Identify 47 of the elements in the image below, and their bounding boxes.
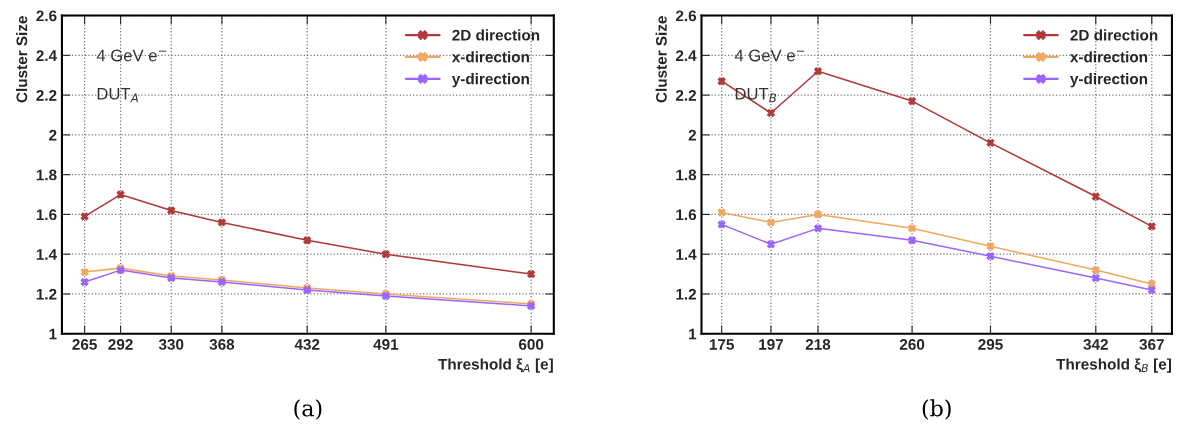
text: (a) bbox=[294, 399, 322, 420]
x-tick-label: 368 bbox=[209, 339, 235, 350]
x-tick-label: 292 bbox=[108, 339, 133, 350]
y-tick-label: 1.8 bbox=[676, 169, 697, 181]
y-tick-label: 2.2 bbox=[675, 89, 697, 101]
y-axis-title: Cluster Size bbox=[16, 16, 28, 103]
y-tick-label: 2.4 bbox=[675, 50, 697, 61]
y-tick-label: 2.6 bbox=[36, 10, 57, 22]
annotation: DUT$_{A}$ bbox=[97, 87, 138, 103]
x-tick-label: 342 bbox=[1083, 339, 1108, 350]
x-axis-title: Threshold ξ$_{B}$ [e] bbox=[1056, 358, 1171, 373]
y-tick-label: 2.6 bbox=[675, 10, 697, 22]
legend-label: 2D direction bbox=[1070, 29, 1158, 41]
x-tick-label: 295 bbox=[978, 339, 1003, 350]
y-tick-label: 1.4 bbox=[36, 249, 57, 260]
y-tick-label: 2 bbox=[688, 129, 697, 141]
text: (b) bbox=[922, 399, 951, 420]
x-tick-label: 197 bbox=[759, 339, 784, 350]
legend-label: 2D direction bbox=[452, 29, 540, 41]
y-tick-label: 2.4 bbox=[36, 50, 57, 61]
legend-label: x-direction bbox=[1070, 51, 1148, 63]
x-tick-label: 432 bbox=[294, 339, 320, 350]
y-tick-label: 1.8 bbox=[36, 169, 57, 181]
x-tick-label: 330 bbox=[158, 339, 184, 350]
x-tick-label: 265 bbox=[72, 339, 97, 350]
annotation: 4 GeV e$^{−}$ bbox=[734, 49, 805, 62]
x-tick-label: 260 bbox=[899, 339, 925, 350]
y-tick-label: 1 bbox=[49, 328, 57, 340]
annotation: 4 GeV e$^{−}$ bbox=[96, 49, 167, 62]
x-tick-label: 367 bbox=[1139, 339, 1164, 350]
y-tick-label: 1 bbox=[689, 328, 697, 340]
y-tick-label: 1.2 bbox=[36, 288, 57, 300]
legend-label: y-direction bbox=[1070, 73, 1148, 88]
legend-label: x-direction bbox=[451, 51, 529, 63]
y-axis-title: Cluster Size bbox=[655, 16, 667, 103]
y-tick-label: 1.6 bbox=[676, 209, 697, 221]
y-tick-label: 1.4 bbox=[676, 249, 697, 260]
y-tick-label: 2.2 bbox=[36, 89, 57, 101]
x-tick-label: 175 bbox=[709, 339, 734, 350]
y-tick-label: 1.2 bbox=[676, 288, 697, 300]
y-tick-label: 2 bbox=[49, 129, 57, 141]
x-tick-label: 600 bbox=[518, 339, 544, 350]
x-tick-label: 218 bbox=[805, 339, 831, 350]
y-tick-label: 1.6 bbox=[36, 209, 57, 221]
x-tick-label: 491 bbox=[373, 339, 399, 350]
x-axis-title: Threshold ξ$_{A}$ [e] bbox=[438, 358, 553, 373]
legend-label: y-direction bbox=[451, 73, 529, 88]
